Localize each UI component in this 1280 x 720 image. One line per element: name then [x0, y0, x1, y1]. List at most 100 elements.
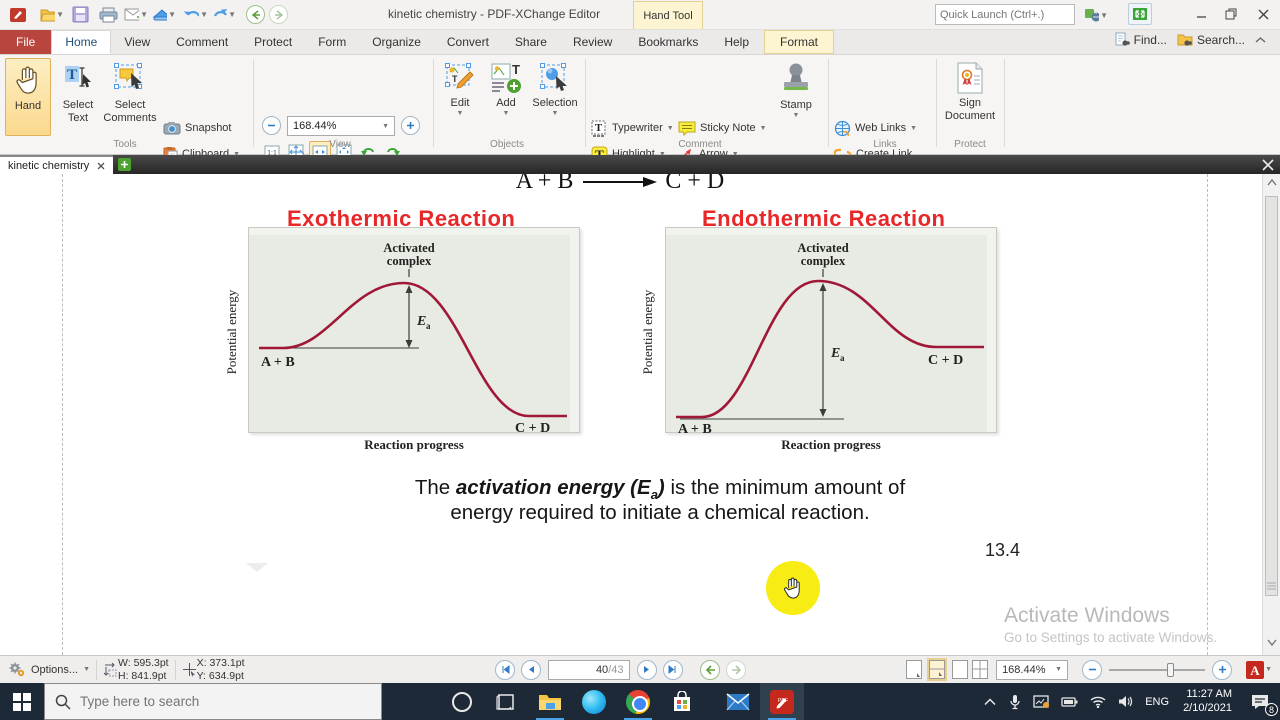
tab-review[interactable]: Review — [572, 35, 613, 49]
page-right-edge — [1207, 174, 1208, 655]
search-button[interactable]: Search... — [1177, 33, 1245, 47]
add-object-button[interactable]: T Add ▼ — [486, 58, 526, 136]
vertical-scrollbar[interactable] — [1262, 174, 1280, 655]
tab-help[interactable]: Help — [724, 35, 750, 49]
continuous-layout-button[interactable] — [927, 658, 948, 681]
statusbar-zoom-dropdown[interactable]: 168.44% ▼ — [996, 659, 1069, 680]
next-view-button[interactable] — [726, 659, 747, 680]
zoom-out-button[interactable] — [262, 116, 281, 135]
first-page-button[interactable] — [495, 659, 516, 680]
pdf-xchange-taskbar-button[interactable]: PDF — [760, 683, 804, 720]
task-view-button[interactable] — [484, 683, 528, 720]
rotate-ccw-button[interactable] — [357, 141, 379, 162]
print-button[interactable] — [96, 4, 120, 26]
previous-page-button[interactable] — [521, 659, 542, 680]
cortana-button[interactable] — [440, 683, 484, 720]
close-button[interactable] — [1248, 0, 1278, 28]
last-page-button[interactable] — [663, 659, 684, 680]
scroll-down-icon[interactable] — [1267, 639, 1277, 646]
collapse-ribbon-icon[interactable] — [1255, 36, 1266, 44]
select-comments-button[interactable]: Select Comments — [101, 58, 159, 136]
redo-button[interactable]: ▼ — [212, 4, 236, 26]
volume-tray-icon[interactable] — [1118, 695, 1133, 708]
previous-view-button[interactable] — [700, 659, 721, 680]
document-tab[interactable]: kinetic chemistry — [0, 155, 114, 174]
close-document-icon[interactable] — [1262, 159, 1274, 171]
file-explorer-button[interactable] — [528, 683, 572, 720]
find-button[interactable]: Find... — [1115, 32, 1167, 47]
history-forward-button[interactable] — [269, 5, 288, 24]
svg-text:Activated: Activated — [383, 241, 434, 255]
single-page-layout-button[interactable] — [906, 660, 923, 679]
options-button[interactable]: Options... ▼ — [8, 662, 90, 678]
zoom-slider-thumb[interactable] — [1167, 662, 1175, 677]
scroll-hint-triangle — [246, 563, 268, 572]
clock[interactable]: 11:27 AM 2/10/2021 — [1183, 688, 1232, 716]
two-page-continuous-layout-button[interactable] — [972, 660, 989, 679]
tab-share[interactable]: Share — [514, 35, 547, 49]
tab-view[interactable]: View — [124, 35, 151, 49]
exothermic-ylabel: Potential energy — [224, 289, 239, 375]
save-button[interactable] — [68, 4, 92, 26]
tab-comment[interactable]: Comment — [176, 35, 229, 49]
tray-expand-icon[interactable] — [984, 697, 996, 706]
customize-toolbars-button[interactable]: ▼ — [1084, 4, 1108, 26]
scan-button[interactable]: ▼ — [152, 4, 176, 26]
tab-home[interactable]: Home — [51, 30, 112, 54]
tab-bookmarks[interactable]: Bookmarks — [638, 35, 699, 49]
stamp-button[interactable]: Stamp ▼ — [770, 58, 822, 136]
battery-tray-icon[interactable] — [1061, 696, 1078, 708]
snapshot-button[interactable]: Snapshot — [163, 117, 231, 139]
adobe-reader-button[interactable]: A ▼ — [1245, 660, 1272, 680]
typewriter-button[interactable]: T Typewriter ▼ — [591, 117, 674, 139]
rotate-cw-button[interactable] — [381, 141, 403, 162]
tab-protect[interactable]: Protect — [254, 35, 293, 49]
email-button[interactable]: ▼ — [124, 4, 148, 26]
taskbar-search-input[interactable] — [80, 694, 371, 709]
sticky-note-button[interactable]: Sticky Note ▼ — [678, 117, 767, 139]
quick-launch-input[interactable] — [940, 8, 1082, 21]
scrollbar-thumb[interactable] — [1265, 196, 1278, 596]
selection-button[interactable]: Selection ▼ — [529, 58, 581, 136]
tab-format[interactable]: Format — [764, 30, 835, 54]
microsoft-store-button[interactable] — [660, 683, 704, 720]
select-text-button[interactable]: T Select Text — [56, 58, 100, 136]
undo-button[interactable]: ▼ — [184, 4, 208, 26]
zoom-slider[interactable] — [1109, 662, 1206, 678]
sign-document-button[interactable]: Sign Document — [941, 58, 999, 136]
close-tab-icon[interactable] — [97, 162, 105, 170]
open-file-button[interactable]: ▼ — [40, 4, 64, 26]
hand-tool-button[interactable]: Hand — [5, 58, 51, 136]
snip-tray-icon[interactable] — [1033, 694, 1050, 709]
edge-button[interactable] — [572, 683, 616, 720]
maximize-button[interactable] — [1216, 0, 1246, 28]
fullscreen-button[interactable] — [1128, 3, 1152, 25]
scroll-up-icon[interactable] — [1267, 179, 1277, 186]
language-indicator[interactable]: ENG — [1145, 695, 1170, 708]
mail-button[interactable] — [716, 683, 760, 720]
minimize-button[interactable] — [1186, 0, 1216, 28]
tab-form[interactable]: Form — [318, 35, 347, 49]
microphone-tray-icon[interactable] — [1009, 694, 1021, 710]
search-folder-icon — [1177, 34, 1193, 46]
web-links-button[interactable]: Web Links ▼ — [834, 117, 917, 139]
notification-center-button[interactable]: 8 — [1240, 683, 1280, 720]
two-page-layout-button[interactable] — [952, 660, 969, 679]
statusbar-zoom-in-button[interactable] — [1212, 659, 1233, 680]
next-page-button[interactable] — [637, 659, 658, 680]
start-button[interactable] — [0, 683, 44, 720]
history-back-button[interactable] — [246, 5, 265, 24]
page-number-box[interactable]: 40 /43 — [548, 659, 631, 680]
edit-object-button[interactable]: T Edit ▼ — [438, 58, 482, 136]
zoom-in-button[interactable] — [401, 116, 420, 135]
statusbar-zoom-out-button[interactable] — [1082, 659, 1103, 680]
zoom-level-dropdown[interactable]: 168.44% ▼ — [287, 116, 395, 136]
tab-organize[interactable]: Organize — [372, 35, 421, 49]
wifi-tray-icon[interactable] — [1090, 696, 1106, 708]
tab-file[interactable]: File — [0, 30, 52, 54]
new-tab-button[interactable] — [116, 155, 133, 174]
tab-convert[interactable]: Convert — [446, 35, 489, 49]
taskbar-search-box[interactable] — [44, 683, 382, 720]
chrome-button[interactable] — [616, 683, 660, 720]
quick-launch-box[interactable] — [935, 4, 1082, 25]
